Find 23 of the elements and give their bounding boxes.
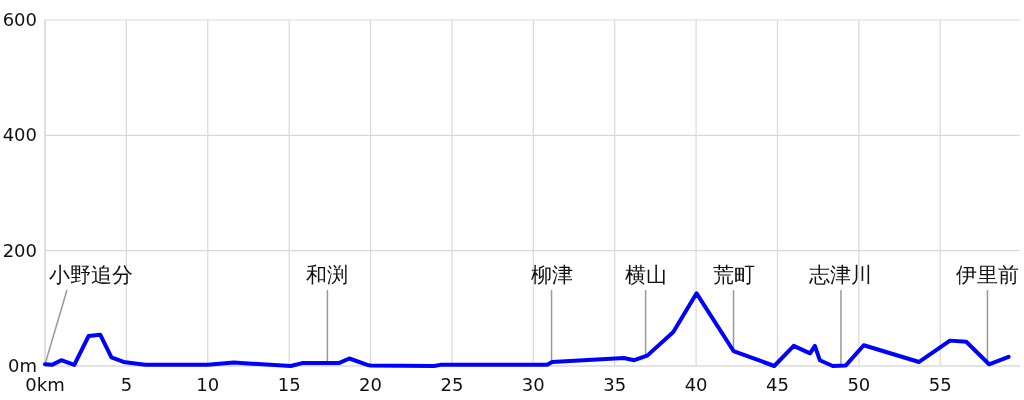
y-tick-label: 200	[2, 239, 37, 261]
x-tick-label: 20	[359, 374, 382, 395]
y-tick-label: 400	[2, 124, 37, 146]
annotation: 荒町	[712, 263, 755, 287]
x-tick-label: 55	[928, 374, 952, 395]
x-tick-label: 15	[277, 374, 301, 395]
annotation: 小野追分	[49, 263, 133, 287]
x-tick-label: 45	[766, 374, 789, 395]
x-tick-label: 10	[196, 374, 220, 395]
annotation: 志津川	[809, 263, 873, 287]
y-tick-label: 600	[2, 9, 37, 30]
x-tick-label: 30	[521, 374, 545, 395]
annotation: 和渕	[306, 263, 349, 287]
annotation: 柳津	[530, 263, 573, 287]
x-tick-label: 50	[847, 374, 871, 395]
annotation: 伊里前	[955, 263, 1019, 287]
x-tick-label: 0km	[25, 374, 65, 395]
y-tick-label: 0m	[8, 355, 37, 376]
x-tick-label: 5	[120, 374, 133, 395]
x-tick-label: 25	[440, 374, 464, 395]
x-tick-label: 40	[684, 374, 708, 395]
annotation: 横山	[624, 263, 667, 287]
x-tick-label: 35	[603, 374, 627, 395]
